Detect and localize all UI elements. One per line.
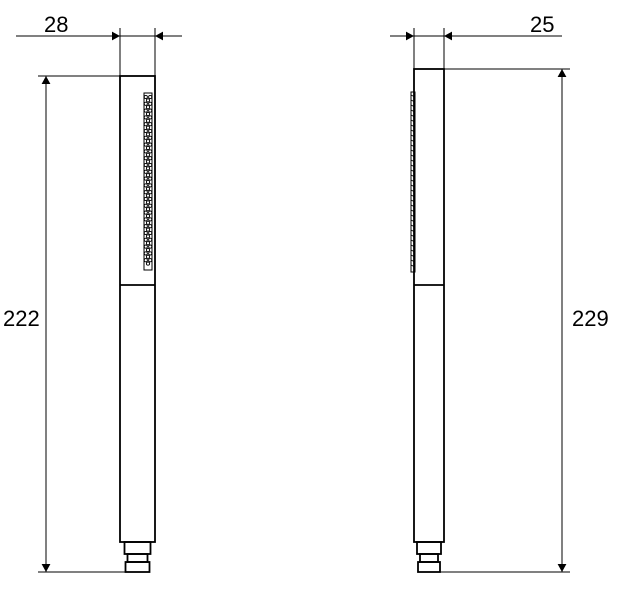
dim-width-left: 28 bbox=[44, 12, 68, 37]
dim-width-right: 25 bbox=[530, 12, 554, 37]
technical-drawing: 28 25 222 229 bbox=[0, 0, 620, 600]
dim-height-right: 229 bbox=[572, 306, 609, 331]
dim-height-left: 222 bbox=[3, 306, 40, 331]
